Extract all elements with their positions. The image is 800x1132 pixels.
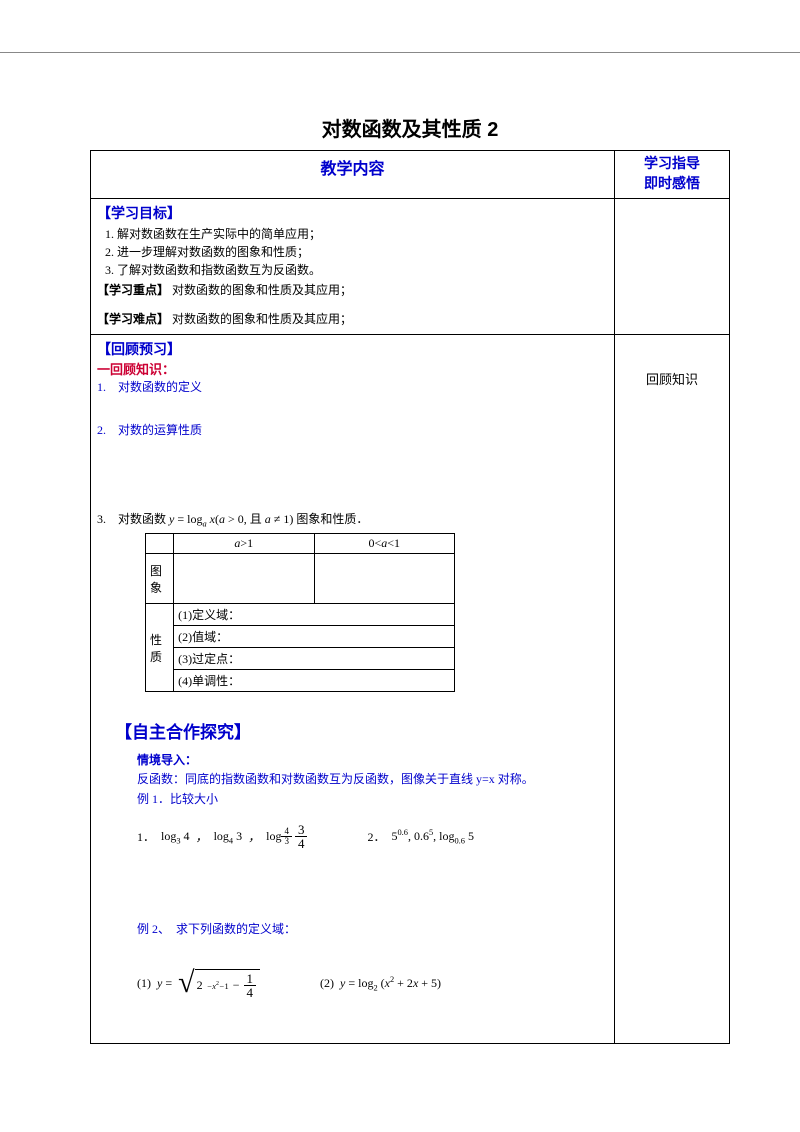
ex2-q1-num: (1)	[137, 976, 151, 991]
col-a-gt-1: a>1	[174, 534, 314, 554]
row-prop-label: 性质	[146, 604, 174, 692]
example-1-row: 1． log3 4， log4 3， log 43 34 2． 50.6, 0.…	[97, 823, 608, 850]
difficulty-text: 对数函数的图象和性质及其应用；	[172, 312, 352, 326]
review-item-3-suffix: 图象和性质．	[296, 512, 368, 526]
scenario-label: 情境导入：	[137, 753, 197, 767]
prop-2: (2)值域：	[174, 626, 455, 648]
focus-text: 对数函数的图象和性质及其应用；	[172, 283, 352, 297]
review-item-1-text: 对数函数的定义	[118, 380, 202, 394]
row-graph-label: 图象	[146, 554, 174, 604]
goals-cell: 【学习目标】 解对数函数在生产实际中的简单应用； 进一步理解对数函数的图象和性质…	[91, 199, 615, 334]
review-item-2: 2. 对数的运算性质	[97, 421, 608, 440]
example-2-row: (1) y = √ 2−x2−1 − 14 (2)	[97, 969, 608, 999]
prop-3: (3)过定点：	[174, 648, 455, 670]
main-side-cell: 回顾知识	[614, 334, 729, 1043]
goals-heading: 【学习目标】	[97, 203, 608, 223]
review-heading: 【回顾预习】	[97, 339, 608, 359]
ex1-q1-num: 1．	[137, 828, 155, 845]
review-item-3: 3. 对数函数 y = loga x(a > 0, 且 a ≠ 1) 图象和性质…	[97, 510, 608, 529]
scenario-text: 反函数：同底的指数函数和对数函数互为反函数，图像关于直线 y=x 对称。	[97, 770, 608, 789]
example-2-q2: (2) y = log2 (x2 + 2x + 5)	[320, 969, 441, 999]
explore-heading: 【自主合作探究】	[97, 718, 608, 743]
goals-list: 解对数函数在生产实际中的简单应用； 进一步理解对数函数的图象和性质； 了解对数函…	[97, 225, 608, 279]
goal-item: 了解对数函数和指数函数互为反函数。	[117, 261, 608, 279]
review-subheading: 一回顾知识：	[97, 359, 608, 378]
side-note-review: 回顾知识	[621, 339, 723, 388]
goals-side-cell	[614, 199, 729, 334]
prop-4: (4)单调性：	[174, 670, 455, 692]
review-item-3-prefix: 3. 对数函数	[97, 512, 169, 526]
goal-item: 进一步理解对数函数的图象和性质；	[117, 243, 608, 261]
ex1-q2-num: 2．	[367, 828, 385, 845]
header-content-cell: 教学内容	[91, 151, 615, 199]
review-item-1: 1. 对数函数的定义	[97, 378, 608, 397]
main-layout-table: 教学内容 学习指导 即时感悟 【学习目标】 解对数函数在生产实际中的简单应用； …	[90, 150, 730, 1044]
properties-table: a>1 0<a<1 图象 性质 (1)定义域： (2)值域： (3)过定点：	[145, 533, 455, 692]
focus-label: 【学习重点】	[97, 283, 169, 297]
header-side-cell: 学习指导 即时感悟	[614, 151, 729, 199]
side-line-2: 即时感悟	[644, 177, 700, 192]
page-title: 对数函数及其性质 2	[90, 113, 730, 142]
ex2-q2-num: (2)	[320, 976, 334, 991]
goal-item: 解对数函数在生产实际中的简单应用；	[117, 225, 608, 243]
example-1-label: 例 1．比较大小	[97, 790, 608, 809]
example-1-q1: 1． log3 4， log4 3， log 43 34	[137, 823, 307, 850]
side-line-1: 学习指导	[644, 157, 700, 172]
example-2-label: 例 2、 求下列函数的定义域：	[97, 920, 608, 939]
col-0-lt-a-lt-1: 0<a<1	[314, 534, 454, 554]
main-content-cell: 【回顾预习】 一回顾知识： 1. 对数函数的定义 2. 对数的运算性质 3. 对…	[91, 334, 615, 1043]
difficulty-label: 【学习难点】	[97, 312, 169, 326]
example-1-q2: 2． 50.6, 0.65, log0.6 5	[367, 823, 473, 850]
review-item-2-text: 对数的运算性质	[118, 423, 202, 437]
example-2-q1: (1) y = √ 2−x2−1 − 14	[137, 969, 260, 999]
prop-1: (1)定义域：	[174, 604, 455, 626]
